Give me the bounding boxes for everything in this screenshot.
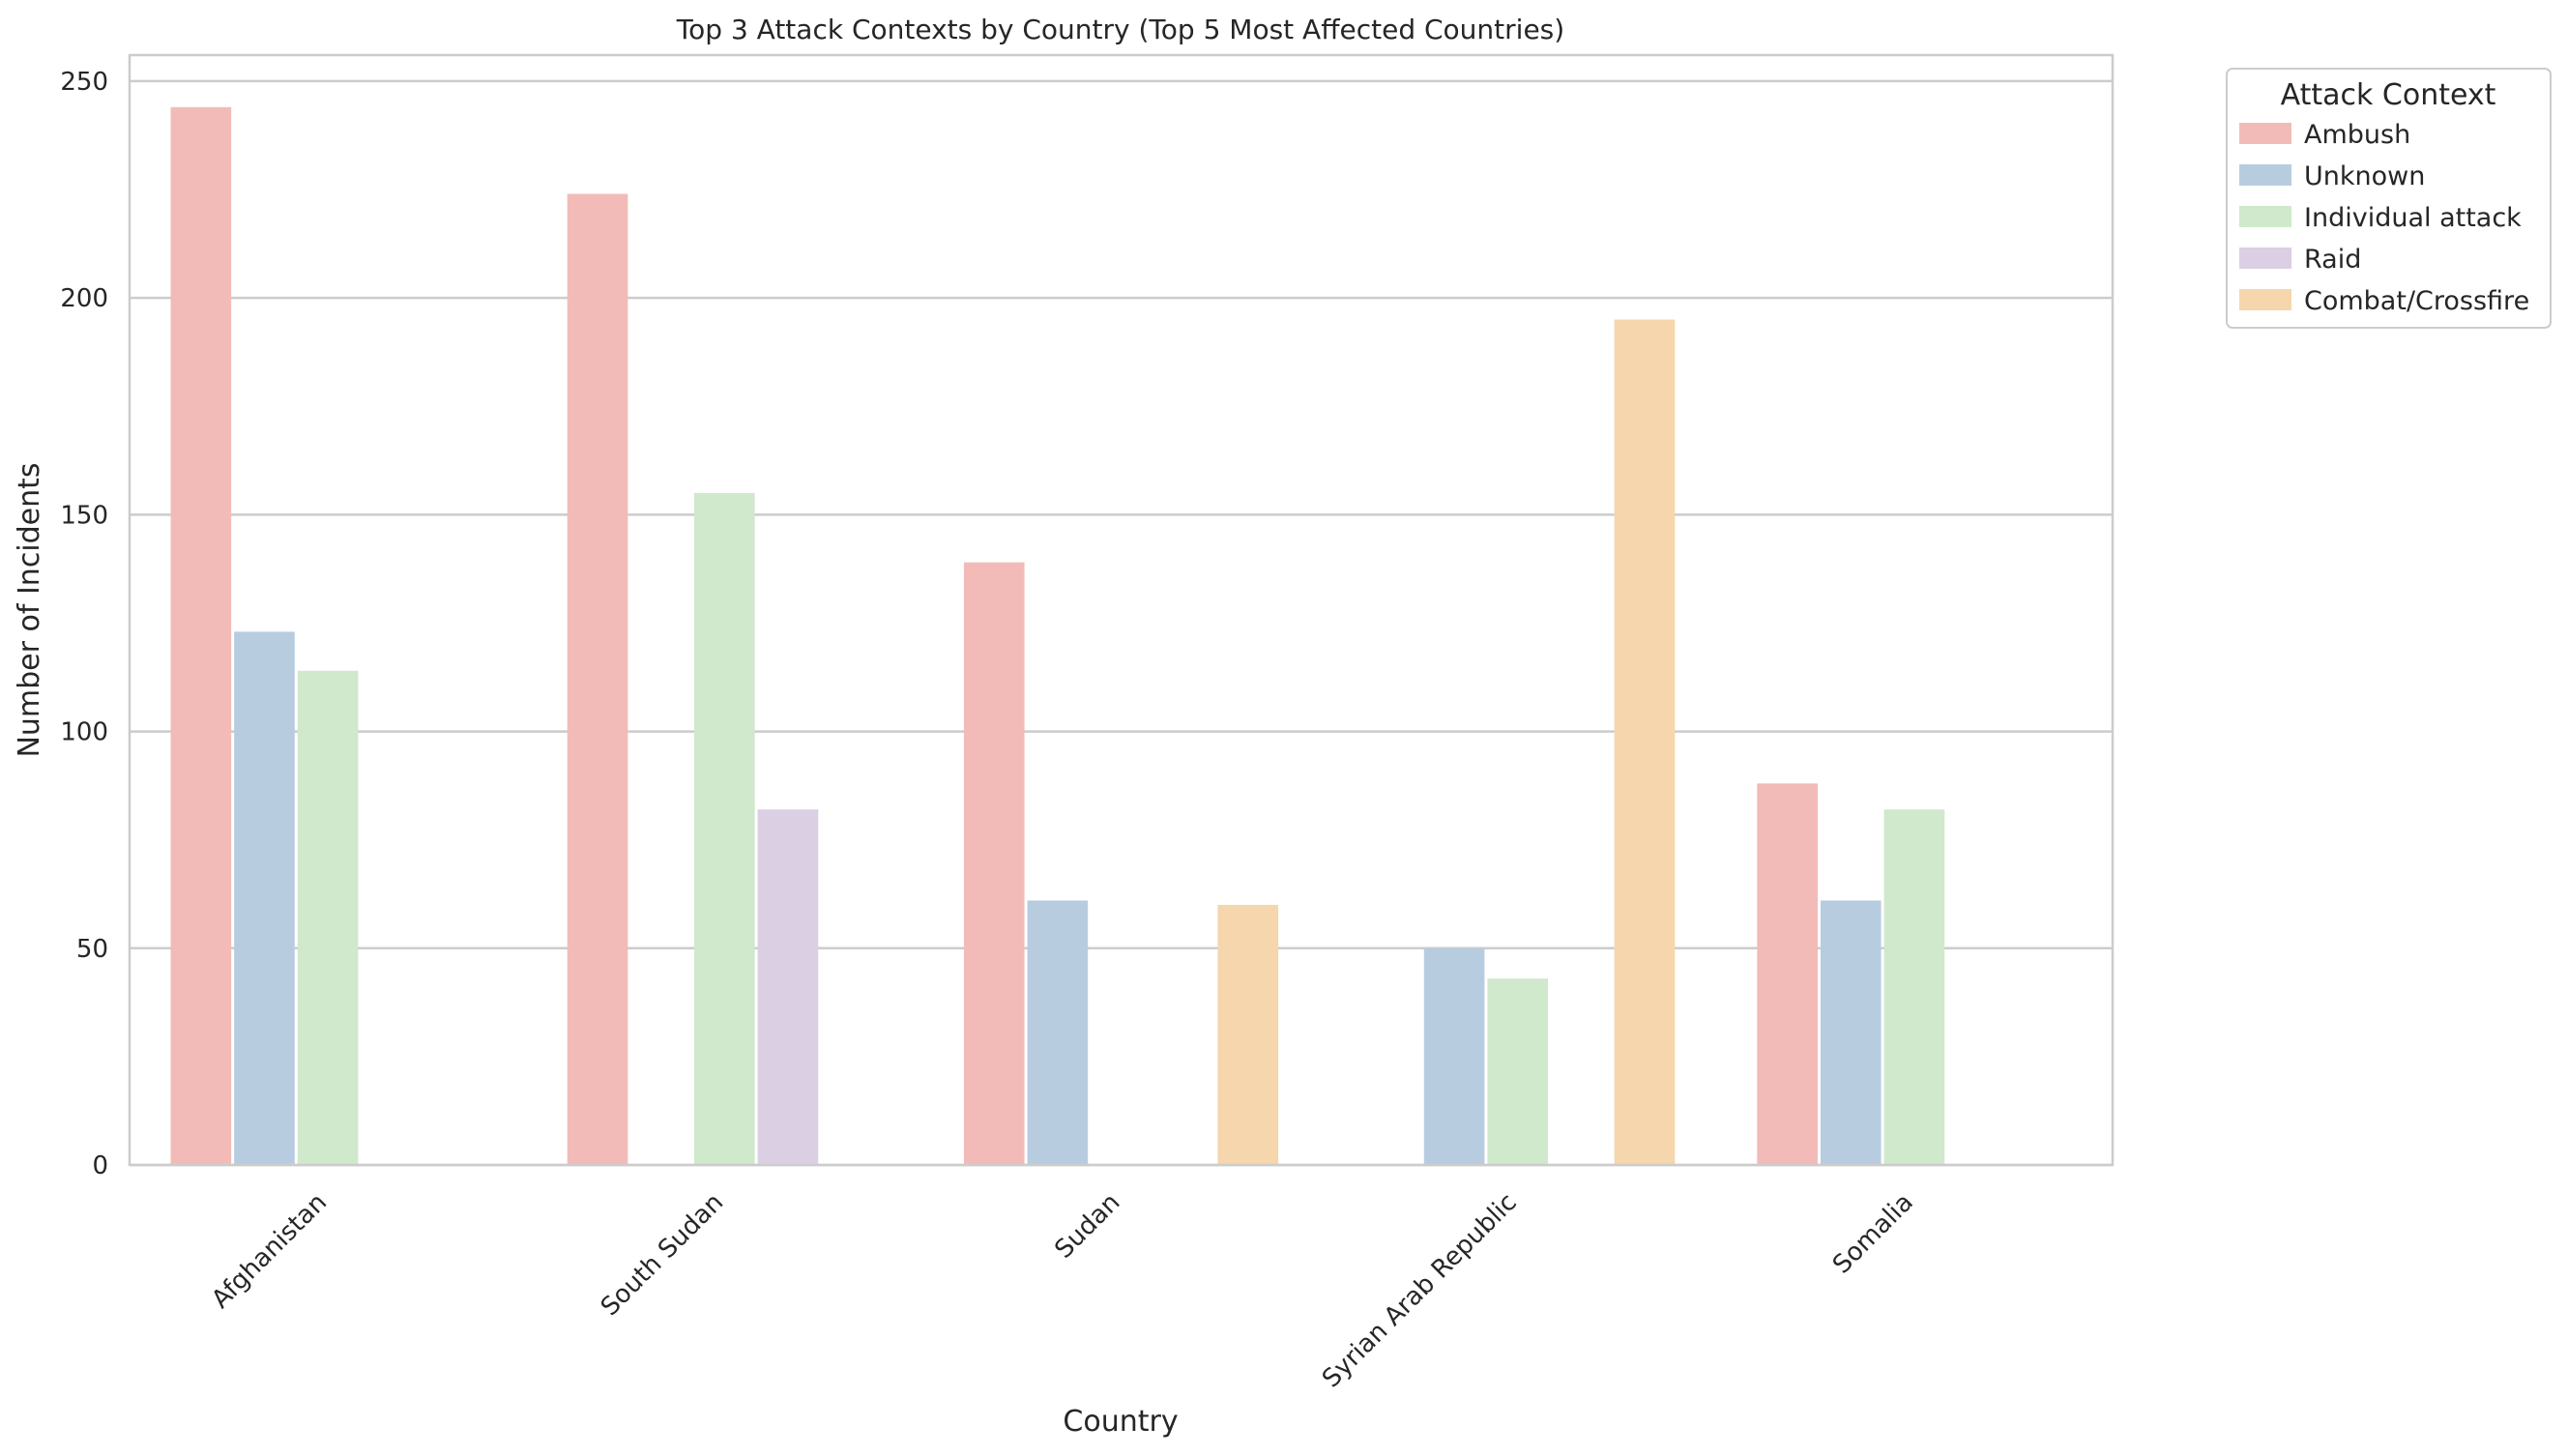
bar-individual-attack-afghanistan xyxy=(297,670,359,1165)
bar-ambush-sudan xyxy=(963,562,1025,1165)
legend-swatch xyxy=(2239,164,2291,186)
y-tick-label: 0 xyxy=(92,1151,108,1180)
y-tick-label: 200 xyxy=(60,284,108,313)
legend: Attack Context Ambush Unknown Individual a… xyxy=(2226,68,2552,329)
y-tick-label: 150 xyxy=(60,501,108,530)
legend-swatch xyxy=(2239,123,2291,144)
legend-label: Unknown xyxy=(2304,161,2425,191)
bar-ambush-south-sudan xyxy=(567,193,628,1165)
legend-label: Individual attack xyxy=(2304,203,2522,233)
bar-unknown-afghanistan xyxy=(234,631,295,1165)
legend-swatch xyxy=(2239,248,2291,269)
legend-frame xyxy=(2226,68,2552,329)
bar-unknown-syrian-arab-republic xyxy=(1423,947,1485,1165)
bar-raid-south-sudan xyxy=(757,809,819,1165)
bar-unknown-sudan xyxy=(1027,900,1089,1165)
bar-combat-crossfire-syrian-arab-republic xyxy=(1614,319,1676,1165)
legend-items: Ambush Unknown Individual attack Raid Combat… xyxy=(2239,120,2529,316)
x-axis-label: Country xyxy=(1063,1405,1178,1439)
legend-title: Attack Context xyxy=(2281,78,2496,112)
y-axis-label: Number of Incidents xyxy=(13,462,46,757)
y-tick-labels: 0 50 100 150 200 250 xyxy=(60,68,108,1180)
bar-individual-attack-syrian-arab-republic xyxy=(1487,978,1549,1165)
chart-title: Top 3 Attack Contexts by Country (Top 5 … xyxy=(676,14,1564,45)
bar-unknown-somalia xyxy=(1820,900,1882,1165)
bar-ambush-somalia xyxy=(1757,783,1818,1165)
legend-label: Raid xyxy=(2304,245,2361,275)
y-tick-label: 50 xyxy=(76,935,108,964)
bar-individual-attack-south-sudan xyxy=(693,492,755,1165)
bar-individual-attack-somalia xyxy=(1883,809,1945,1165)
y-tick-label: 250 xyxy=(60,68,108,97)
bar-ambush-afghanistan xyxy=(170,106,232,1165)
bar-combat-crossfire-sudan xyxy=(1217,904,1279,1165)
bars xyxy=(170,106,1945,1165)
plot-frame xyxy=(128,53,2115,1167)
legend-label: Combat/Crossfire xyxy=(2304,286,2529,316)
legend-swatch xyxy=(2239,206,2291,227)
y-tick-label: 100 xyxy=(60,718,108,747)
legend-label: Ambush xyxy=(2304,120,2410,150)
legend-swatch xyxy=(2239,289,2291,310)
